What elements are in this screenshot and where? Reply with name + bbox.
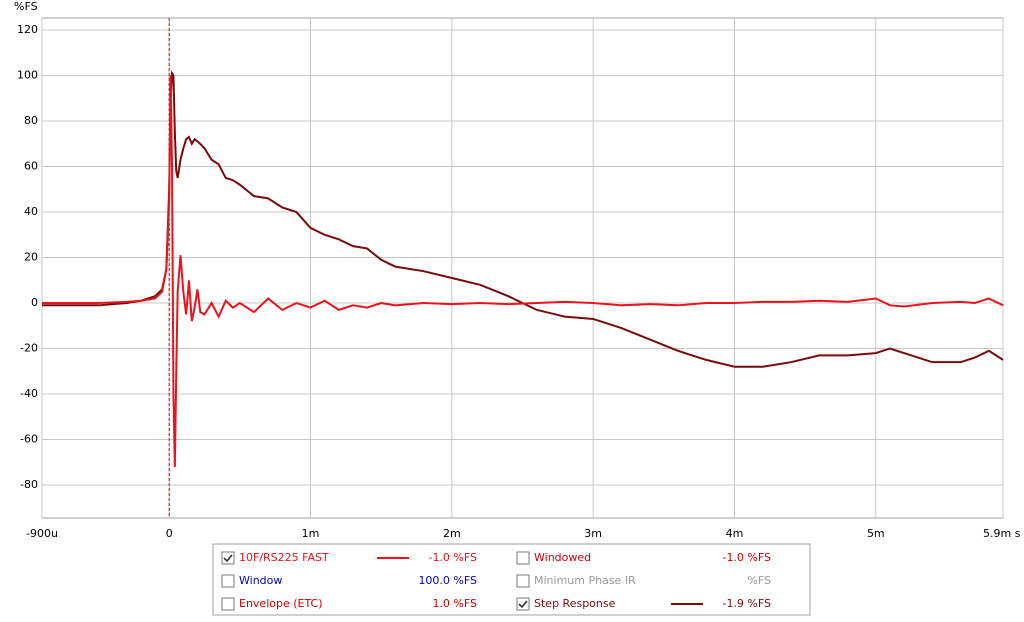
- checkmark: [223, 554, 233, 563]
- legend-readout: -1.0 %FS: [428, 551, 477, 564]
- y-axis-label: %FS: [14, 0, 38, 13]
- y-tick-label: 100: [17, 69, 38, 82]
- y-tick-label: 20: [24, 251, 38, 264]
- legend-label[interactable]: Step Response: [534, 597, 616, 610]
- legend-label[interactable]: Window: [239, 574, 282, 587]
- checkbox[interactable]: [516, 574, 530, 588]
- checkbox[interactable]: [516, 551, 530, 565]
- y-tick-label: -40: [20, 387, 38, 400]
- y-tick-label: 120: [17, 23, 38, 36]
- x-tick-label: 4m: [726, 527, 744, 540]
- y-tick-label: -80: [20, 478, 38, 491]
- legend-readout: %FS: [747, 574, 771, 587]
- legend-readout: -1.9 %FS: [722, 597, 771, 610]
- checkbox[interactable]: [516, 597, 530, 611]
- y-tick-label: -20: [20, 342, 38, 355]
- legend-label[interactable]: 10F/RS225 FAST: [239, 551, 329, 564]
- legend-panel: [212, 543, 811, 616]
- legend-label[interactable]: Windowed: [534, 551, 591, 564]
- checkbox[interactable]: [221, 597, 235, 611]
- y-tick-label: 80: [24, 114, 38, 127]
- legend-readout: 100.0 %FS: [418, 574, 477, 587]
- checkbox[interactable]: [221, 574, 235, 588]
- legend-readout: -1.0 %FS: [722, 551, 771, 564]
- checkbox[interactable]: [221, 551, 235, 565]
- legend-label[interactable]: Minimum Phase IR: [534, 574, 636, 587]
- series-line: [42, 70, 1004, 368]
- x-tick-label: 5m: [867, 527, 885, 540]
- x-tick-label: -900u: [26, 527, 58, 540]
- legend-readout: 1.0 %FS: [432, 597, 477, 610]
- checkmark: [518, 600, 528, 609]
- x-tick-label: 5.9m s: [983, 527, 1021, 540]
- y-tick-label: 60: [24, 160, 38, 173]
- series-line: [42, 75, 1004, 467]
- y-tick-label: -60: [20, 433, 38, 446]
- y-tick-label: 0: [31, 296, 38, 309]
- y-tick-label: 40: [24, 205, 38, 218]
- x-tick-label: 1m: [302, 527, 320, 540]
- x-tick-label: 0: [166, 527, 173, 540]
- legend-label[interactable]: Envelope (ETC): [239, 597, 323, 610]
- plot-area: [41, 17, 1004, 519]
- x-tick-label: 2m: [443, 527, 461, 540]
- x-tick-label: 3m: [584, 527, 602, 540]
